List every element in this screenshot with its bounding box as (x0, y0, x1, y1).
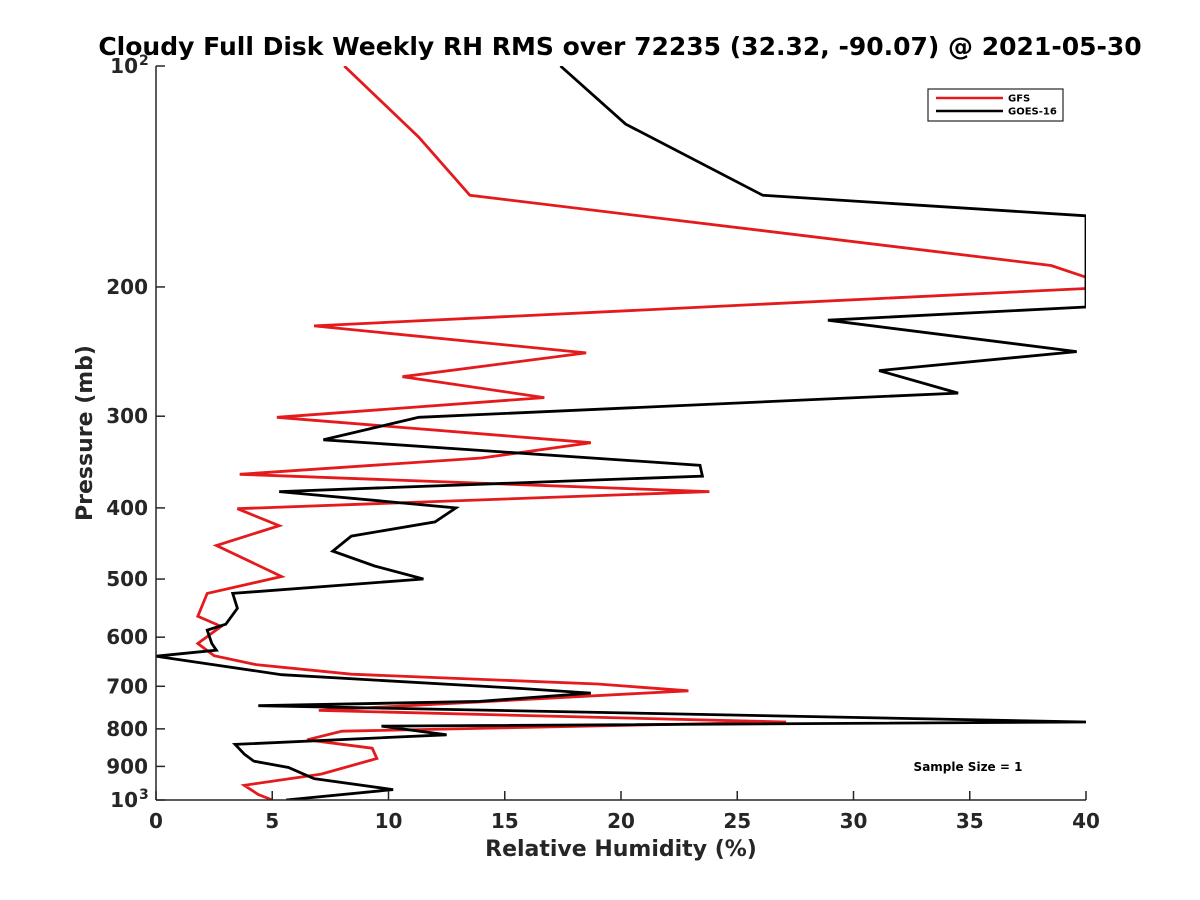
legend-label-goes-16: GOES-16 (1008, 107, 1057, 118)
y-tick-label: 800 (106, 717, 148, 741)
x-tick-label: 25 (723, 809, 751, 833)
y-tick-exponent: 2 (139, 53, 149, 69)
y-axis-label: Pressure (mb) (73, 345, 98, 521)
y-tick-label: 300 (106, 404, 148, 428)
legend: GFS GOES-16 (927, 88, 1064, 122)
axes-background (156, 66, 1086, 800)
y-tick-label: 700 (106, 674, 148, 698)
y-tick-exponent: 3 (139, 787, 149, 803)
x-tick-label: 5 (265, 809, 279, 833)
y-tick-label: 600 (106, 625, 148, 649)
series-line-gfs (195, 66, 1086, 800)
plot-area: 0 5 10 15 20 25 30 35 40 10 220030040050060070080… (106, 53, 1100, 833)
x-tick-label: 35 (956, 809, 984, 833)
y-tick-label: 900 (106, 754, 148, 778)
legend-box (927, 88, 1064, 122)
x-tick-label: 40 (1072, 809, 1100, 833)
x-tick-label: 20 (607, 809, 635, 833)
y-tick-label: 500 (106, 567, 148, 591)
series-line-goes-16 (156, 66, 1086, 800)
x-axis-ticks: 0 5 10 15 20 25 30 35 40 (149, 791, 1100, 833)
x-tick-label: 15 (491, 809, 519, 833)
x-tick-label: 10 (375, 809, 403, 833)
y-tick-label: 10 (110, 788, 138, 812)
y-tick-label: 200 (106, 275, 148, 299)
y-tick-label: 10 (110, 54, 138, 78)
series-layer (156, 66, 1086, 800)
chart-title: Cloudy Full Disk Weekly RH RMS over 7223… (98, 32, 1141, 61)
x-tick-label: 30 (840, 809, 868, 833)
y-tick-label: 400 (106, 496, 148, 520)
x-tick-label: 0 (149, 809, 163, 833)
legend-label-gfs: GFS (1008, 94, 1030, 105)
sample-size-annotation: Sample Size = 1 (914, 760, 1023, 774)
x-axis-label: Relative Humidity (%) (485, 837, 757, 862)
